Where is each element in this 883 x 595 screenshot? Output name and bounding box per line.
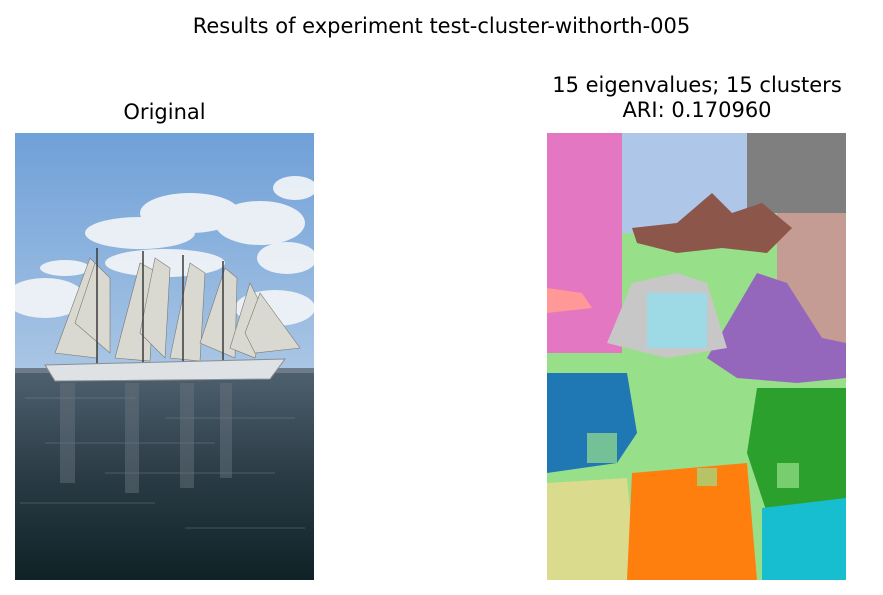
ship-reflection	[60, 383, 232, 493]
cluster-region	[747, 133, 846, 213]
cluster-title-line2: ARI: 0.170960	[622, 98, 772, 122]
cluster-region	[762, 498, 846, 580]
cluster-region	[747, 388, 846, 513]
cluster-region	[547, 478, 637, 580]
original-image	[15, 133, 314, 580]
figure-suptitle: Results of experiment test-cluster-witho…	[192, 14, 691, 38]
noise-speckle	[587, 433, 799, 488]
cluster-region	[627, 463, 757, 580]
cluster-image	[547, 133, 846, 580]
cluster-title-line1: 15 eigenvalues; 15 clusters	[552, 73, 842, 97]
ship-masts	[96, 248, 224, 365]
water-ripples	[20, 397, 305, 529]
cluster-region	[647, 293, 707, 348]
cluster-panel-title: 15 eigenvalues; 15 clusters ARI: 0.17096…	[497, 73, 883, 123]
original-panel-title: Original	[123, 100, 206, 124]
cluster-region	[547, 133, 622, 353]
cluster-region	[707, 273, 846, 383]
cluster-region	[547, 288, 592, 313]
cluster-region	[632, 193, 792, 253]
ship-sails	[54, 257, 301, 362]
ship-hull	[44, 358, 287, 382]
water	[15, 373, 314, 580]
